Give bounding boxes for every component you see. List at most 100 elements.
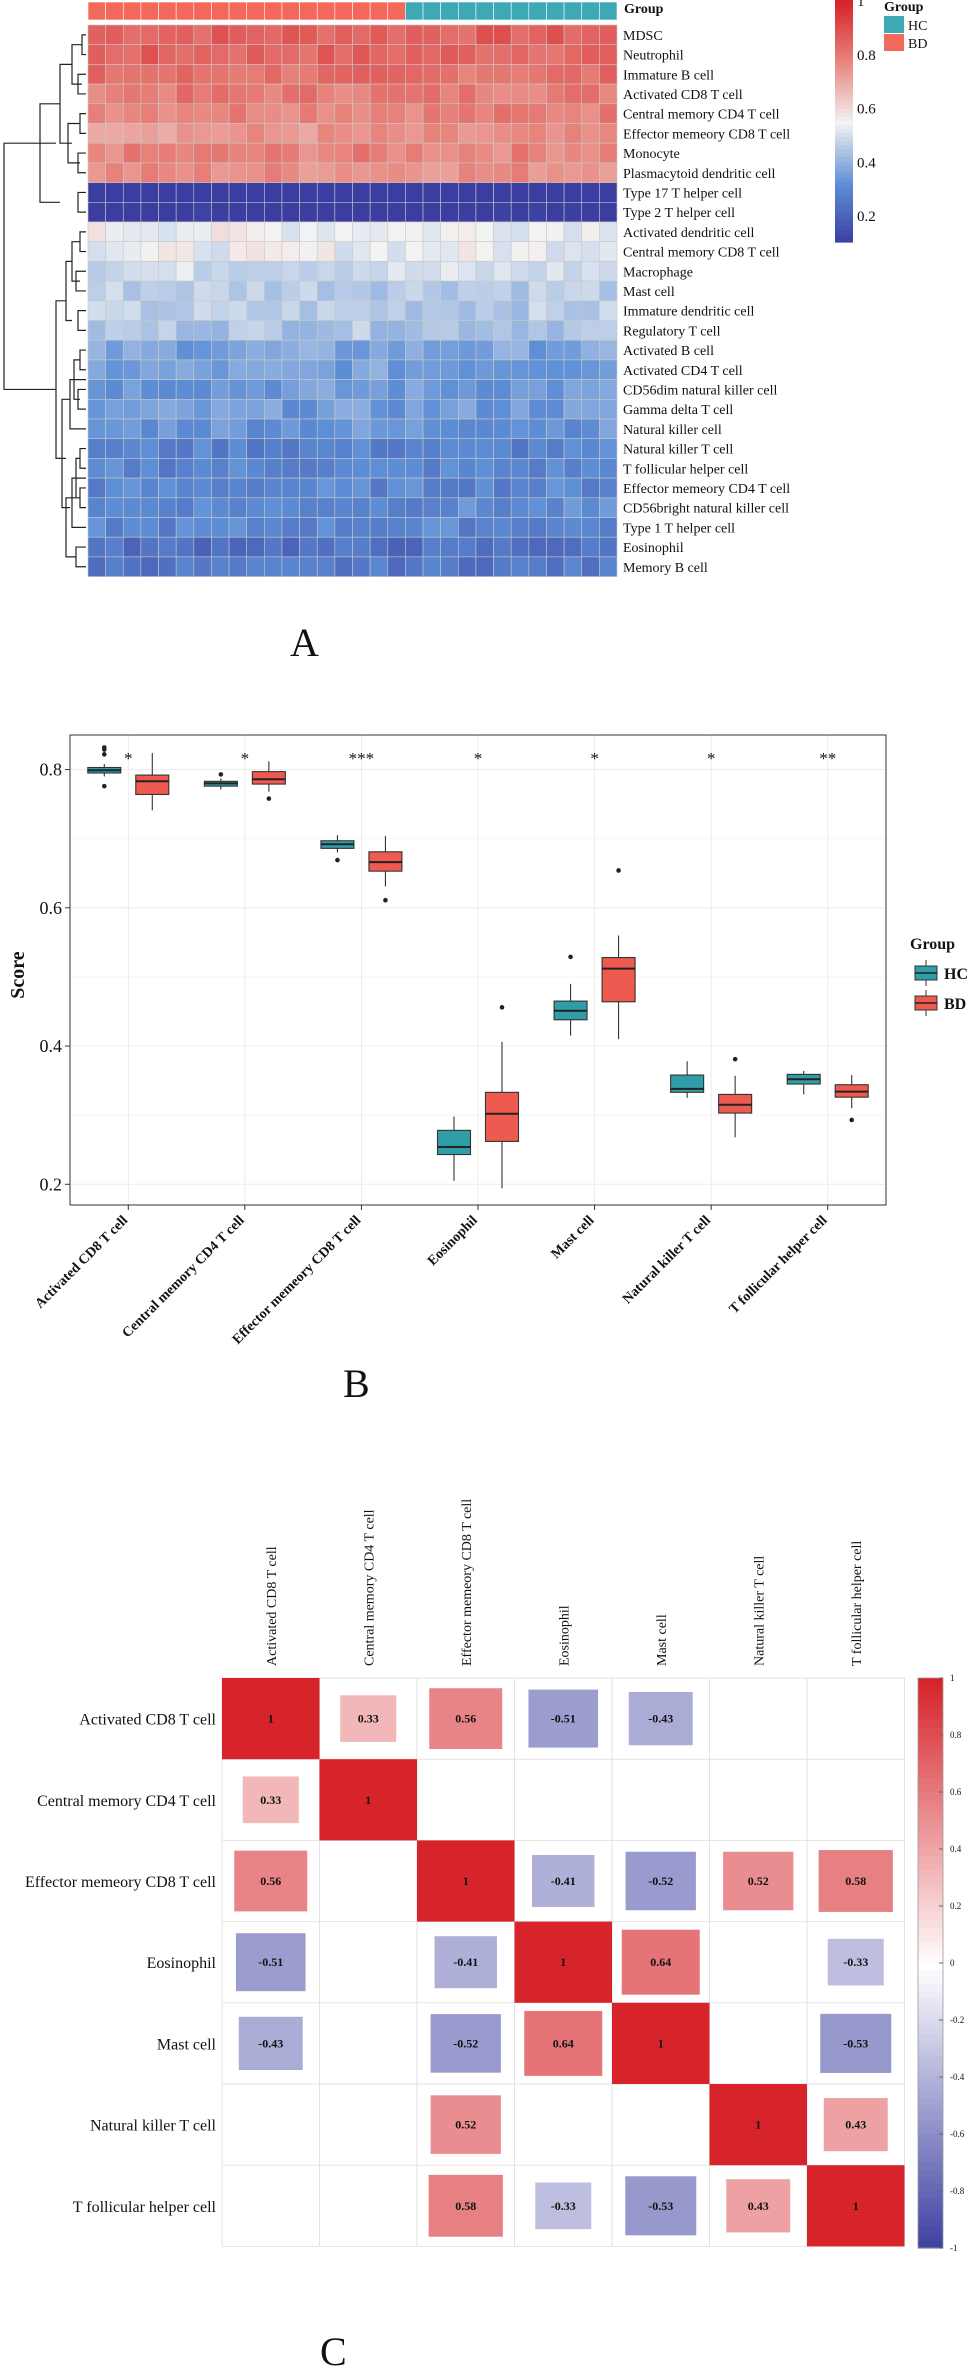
- heatmap-cell: [334, 438, 353, 459]
- heatmap-cell: [369, 261, 389, 282]
- heatmap-cell: [563, 536, 583, 558]
- heatmap-cell: [193, 379, 212, 400]
- group-annotation-cell: [334, 1, 353, 21]
- heatmap-cell: [546, 44, 565, 65]
- heatmap-cell: [546, 24, 565, 46]
- colorbar-segment: [835, 60, 853, 66]
- heatmap-cell: [158, 44, 177, 65]
- panel-label-b: B: [343, 1361, 370, 1406]
- heatmap-cell: [316, 379, 336, 400]
- heatmap-cell: [140, 83, 159, 105]
- heatmap-cell: [440, 458, 459, 479]
- heatmap-cell: [493, 497, 512, 518]
- heatmap-cell: [299, 458, 318, 479]
- colorbar-segment: [918, 1770, 943, 1779]
- heatmap-cell: [563, 261, 583, 282]
- heatmap-cell: [387, 182, 406, 203]
- group-annotation-cell: [563, 1, 583, 21]
- dendrogram-branch: [79, 349, 86, 371]
- significance-label: *: [474, 749, 483, 768]
- corr-value-label: -0.52: [648, 1874, 673, 1888]
- group-annotation-cell: [281, 1, 300, 21]
- corr-row-label: Natural killer T cell: [90, 2118, 217, 2135]
- heatmap-cell: [264, 182, 283, 203]
- heatmap-cell: [475, 359, 494, 380]
- heatmap-cell: [528, 379, 547, 400]
- heatmap-cell: [228, 438, 247, 459]
- heatmap-row-label: Neutrophil: [623, 49, 684, 64]
- heatmap-cell: [599, 83, 618, 105]
- colorbar-segment: [835, 116, 853, 122]
- heatmap-cell: [440, 497, 459, 518]
- heatmap-cell: [105, 398, 124, 420]
- heatmap-cell: [140, 379, 159, 400]
- corr-square: [628, 1691, 693, 1746]
- heatmap-cell: [246, 182, 265, 203]
- heatmap-cell: [528, 280, 547, 302]
- y-axis-label: Score: [7, 951, 29, 999]
- heatmap-cell: [352, 497, 371, 518]
- heatmap-cell: [140, 517, 159, 538]
- heatmap-cell: [369, 497, 389, 518]
- colorbar-segment: [918, 1984, 943, 1993]
- heatmap-cell: [493, 182, 512, 203]
- heatmap-cell: [193, 359, 212, 380]
- heatmap-cell: [510, 379, 530, 400]
- corr-value-label: -0.51: [551, 1712, 576, 1726]
- heatmap-cell: [475, 536, 494, 558]
- heatmap-cell: [405, 103, 424, 124]
- heatmap-cell: [193, 44, 212, 65]
- colorbar-segment: [835, 137, 853, 142]
- heatmap-cell: [281, 536, 300, 558]
- heatmap-cell: [563, 142, 583, 164]
- corr-value-label: -0.53: [648, 2199, 673, 2213]
- y-tick-label: 0.2: [40, 1174, 63, 1194]
- heatmap-cell: [352, 162, 371, 183]
- heatmap-cell: [228, 379, 247, 400]
- dendrogram-branch: [71, 44, 82, 85]
- heatmap-cell: [510, 320, 530, 341]
- heatmap-cell: [440, 359, 459, 380]
- heatmap-cell: [140, 182, 159, 203]
- dendrogram-branch: [79, 487, 86, 509]
- heatmap-cell: [334, 280, 353, 302]
- heatmap-cell: [457, 556, 477, 577]
- heatmap-cell: [493, 280, 512, 302]
- heatmap-cell: [475, 24, 494, 46]
- legend-label: BD: [944, 996, 966, 1013]
- heatmap-cell: [158, 261, 177, 282]
- heatmap-cell: [264, 241, 283, 262]
- corr-column-label: Central memory CD4 T cell: [362, 1509, 377, 1666]
- heatmap-cell: [599, 300, 618, 321]
- heatmap-cell: [87, 477, 106, 499]
- heatmap-cell: [158, 398, 177, 420]
- heatmap-cell: [493, 477, 512, 499]
- heatmap-cell: [140, 438, 159, 459]
- heatmap-cell: [493, 359, 512, 380]
- corr-value-label: -0.41: [453, 1955, 478, 1969]
- heatmap-cell: [475, 83, 494, 105]
- heatmap-cell: [281, 300, 300, 321]
- colorbar-segment: [918, 2048, 943, 2057]
- heatmap-cell: [122, 438, 142, 459]
- colorbar-segment: [918, 1742, 943, 1750]
- heatmap-cell: [158, 458, 177, 479]
- heatmap-cell: [246, 398, 265, 420]
- heatmap-cell: [369, 458, 389, 479]
- heatmap-cell: [122, 556, 142, 577]
- heatmap-cell: [510, 398, 530, 420]
- heatmap-cell: [299, 556, 318, 577]
- heatmap-cell: [211, 142, 230, 164]
- heatmap-cell: [387, 339, 406, 361]
- heatmap-cell: [563, 241, 583, 262]
- corr-square: [429, 1688, 503, 1749]
- colorbar-segment: [835, 229, 853, 235]
- heatmap-cell: [546, 162, 565, 183]
- heatmap-cell: [87, 320, 106, 341]
- heatmap-cell: [440, 123, 459, 144]
- group-annotation-cell: [264, 1, 283, 21]
- heatmap-cell: [140, 556, 159, 577]
- heatmap-cell: [493, 64, 512, 85]
- heatmap-cell: [493, 320, 512, 341]
- heatmap-cell: [193, 536, 212, 558]
